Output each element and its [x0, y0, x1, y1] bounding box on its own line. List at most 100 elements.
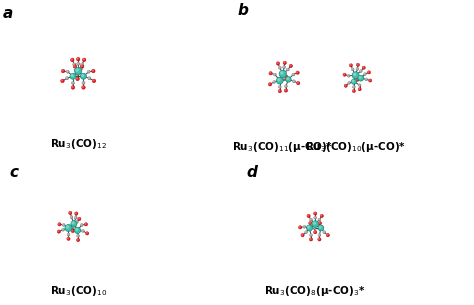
Circle shape [310, 238, 313, 241]
Circle shape [75, 212, 76, 213]
Circle shape [81, 224, 82, 225]
Circle shape [82, 86, 85, 89]
Circle shape [364, 73, 365, 74]
Circle shape [65, 77, 69, 80]
Circle shape [314, 212, 317, 215]
Circle shape [278, 85, 281, 88]
Circle shape [297, 82, 298, 83]
Circle shape [88, 71, 89, 72]
Circle shape [83, 59, 84, 60]
Circle shape [66, 226, 69, 228]
Circle shape [352, 69, 353, 70]
Circle shape [351, 79, 356, 84]
Text: Ru$_3$(CO)$_{10}$(μ-CO)*: Ru$_3$(CO)$_{10}$(μ-CO)* [305, 140, 406, 154]
Circle shape [279, 86, 280, 87]
Circle shape [359, 88, 360, 89]
Circle shape [313, 227, 316, 229]
Circle shape [299, 226, 301, 228]
Circle shape [279, 70, 287, 77]
Circle shape [76, 77, 79, 81]
Circle shape [78, 218, 80, 219]
Circle shape [314, 212, 315, 213]
Circle shape [369, 79, 370, 81]
Circle shape [81, 63, 84, 66]
Text: a: a [3, 6, 13, 21]
Circle shape [61, 69, 65, 73]
Circle shape [356, 78, 359, 81]
Circle shape [72, 86, 73, 88]
Circle shape [359, 84, 360, 85]
Circle shape [58, 223, 61, 226]
Circle shape [286, 68, 289, 71]
Circle shape [71, 221, 77, 227]
Circle shape [81, 65, 82, 66]
Circle shape [367, 71, 371, 74]
Circle shape [71, 74, 73, 77]
Circle shape [76, 221, 77, 222]
Circle shape [285, 89, 286, 91]
Circle shape [345, 85, 346, 86]
Circle shape [287, 78, 289, 80]
Circle shape [292, 74, 293, 75]
Circle shape [70, 73, 76, 79]
Circle shape [351, 68, 354, 71]
Circle shape [317, 224, 319, 226]
Circle shape [297, 81, 300, 85]
Circle shape [356, 63, 359, 66]
Circle shape [287, 69, 288, 70]
Circle shape [88, 77, 90, 78]
Circle shape [349, 64, 353, 67]
Circle shape [277, 62, 278, 64]
Circle shape [71, 58, 74, 62]
Circle shape [310, 218, 312, 221]
Circle shape [356, 79, 357, 80]
Circle shape [81, 63, 82, 65]
Circle shape [308, 226, 310, 228]
Circle shape [74, 227, 81, 234]
Circle shape [93, 80, 94, 81]
Circle shape [292, 73, 295, 76]
Circle shape [314, 217, 315, 218]
Circle shape [283, 66, 284, 67]
Circle shape [314, 227, 315, 228]
Circle shape [278, 79, 280, 81]
Circle shape [72, 225, 74, 228]
Circle shape [303, 225, 306, 228]
Circle shape [82, 86, 83, 88]
Circle shape [66, 77, 67, 78]
Circle shape [82, 74, 83, 77]
Circle shape [81, 224, 83, 226]
Circle shape [352, 89, 356, 92]
Circle shape [357, 64, 358, 65]
Circle shape [283, 77, 284, 78]
Circle shape [313, 222, 315, 224]
Circle shape [319, 221, 322, 225]
Circle shape [71, 59, 73, 60]
Circle shape [69, 212, 71, 213]
Circle shape [66, 70, 69, 73]
Circle shape [348, 81, 351, 84]
Circle shape [283, 62, 285, 63]
Circle shape [344, 84, 347, 87]
Circle shape [81, 73, 86, 79]
Circle shape [276, 77, 283, 84]
Circle shape [61, 80, 63, 81]
Circle shape [285, 75, 286, 77]
Circle shape [310, 219, 311, 220]
Circle shape [72, 226, 73, 227]
Circle shape [62, 70, 63, 71]
Circle shape [276, 62, 280, 65]
Circle shape [70, 216, 73, 218]
Circle shape [74, 67, 77, 70]
Circle shape [76, 228, 78, 231]
Circle shape [301, 234, 303, 235]
Circle shape [73, 63, 74, 65]
Circle shape [310, 238, 311, 239]
Circle shape [354, 73, 356, 75]
Circle shape [286, 77, 291, 82]
Circle shape [320, 214, 323, 217]
Circle shape [297, 72, 298, 73]
Circle shape [92, 79, 96, 83]
Circle shape [284, 75, 288, 78]
Circle shape [318, 225, 324, 231]
